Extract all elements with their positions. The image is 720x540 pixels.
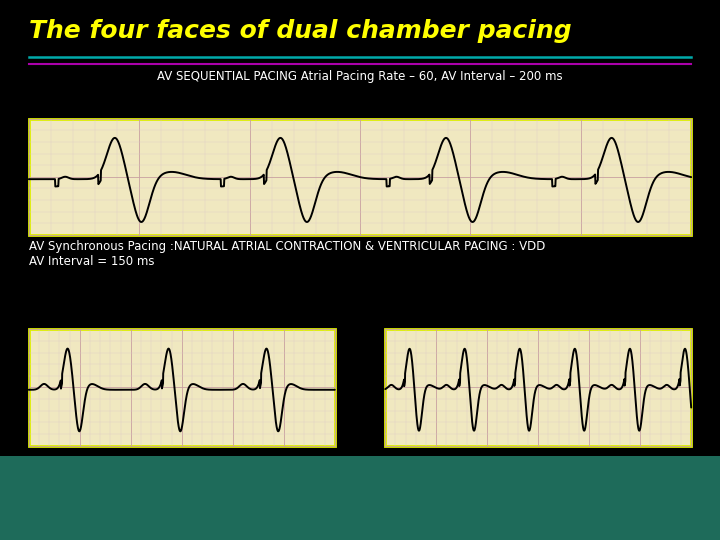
Text: Spontaneous Atrial Rate – 110: Spontaneous Atrial Rate – 110 bbox=[425, 491, 652, 505]
Text: AV Synchronous Pacing :NATURAL ATRIAL CONTRACTION & VENTRICULAR PACING : VDD: AV Synchronous Pacing :NATURAL ATRIAL CO… bbox=[29, 240, 545, 253]
Bar bbox=[29, 329, 335, 445]
Text: Spontaneous Atrial Rate – 55: Spontaneous Atrial Rate – 55 bbox=[73, 491, 290, 505]
Bar bbox=[385, 329, 691, 445]
Bar bbox=[29, 119, 691, 235]
Text: AV SEQUENTIAL PACING Atrial Pacing Rate – 60, AV Interval – 200 ms: AV SEQUENTIAL PACING Atrial Pacing Rate … bbox=[157, 70, 563, 83]
Bar bbox=[0, 456, 720, 540]
Text: AV Interval = 150 ms: AV Interval = 150 ms bbox=[29, 255, 154, 268]
Text: The four faces of dual chamber pacing: The four faces of dual chamber pacing bbox=[29, 19, 572, 43]
